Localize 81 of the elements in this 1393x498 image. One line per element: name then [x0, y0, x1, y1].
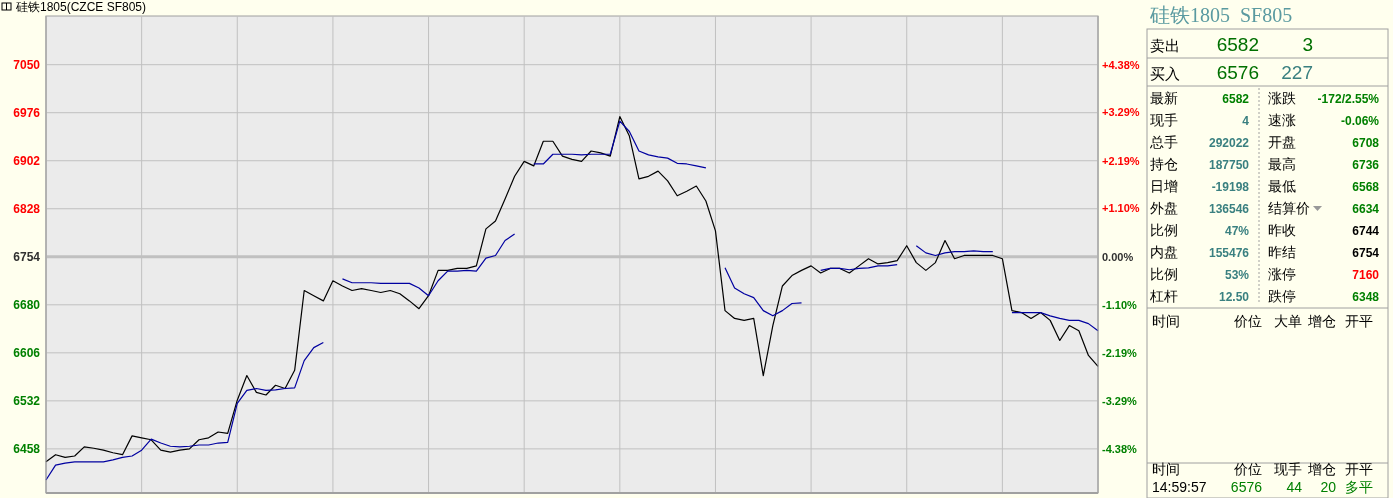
- text: 12.50: [1218, 290, 1250, 304]
- text: 时间: [1152, 461, 1180, 477]
- text: 6582: [1216, 34, 1259, 55]
- text: 227: [1281, 62, 1313, 83]
- text: 时间: [1152, 313, 1180, 329]
- text: 大单: [1274, 313, 1302, 329]
- text: 6736: [1352, 158, 1380, 172]
- text: 292022: [1208, 136, 1250, 150]
- text: 开平: [1345, 313, 1373, 329]
- text: 6744: [1352, 224, 1380, 238]
- text: 开盘: [1268, 134, 1296, 150]
- y2-tick-label: +4.38%: [1102, 58, 1140, 71]
- text: 跌停: [1268, 288, 1296, 304]
- text: 20: [1320, 479, 1337, 495]
- text: 开平: [1345, 461, 1373, 477]
- y-tick-label: 6828: [13, 201, 41, 216]
- y2-tick-label: +2.19%: [1102, 154, 1140, 167]
- y-tick-label: 6680: [13, 298, 41, 312]
- y-tick-label: 6976: [13, 105, 41, 120]
- text: 现手: [1150, 112, 1178, 128]
- text: 增仓: [1307, 461, 1336, 477]
- text: 价位: [1233, 313, 1262, 329]
- y-tick-label: 6458: [13, 442, 41, 457]
- text: 多平: [1345, 479, 1373, 495]
- text: 卖出: [1150, 37, 1180, 54]
- text: 4: [1242, 114, 1250, 128]
- text: 日增: [1150, 178, 1178, 194]
- y2-tick-label: +3.29%: [1102, 106, 1140, 119]
- text: 总手: [1149, 134, 1178, 150]
- y2-tick-label: -3.29%: [1102, 394, 1138, 407]
- text: 速涨: [1268, 112, 1296, 128]
- chart-title: 硅铁1805(CZCE SF805): [15, 0, 147, 14]
- text: 14:59:57: [1152, 479, 1207, 495]
- text: 现手: [1274, 461, 1302, 477]
- text: 昨结: [1268, 244, 1296, 260]
- y-tick-label: 7050: [13, 57, 41, 72]
- text: 硅铁1805 SF805: [1149, 4, 1293, 26]
- text: 外盘: [1150, 200, 1178, 216]
- text: 涨跌: [1268, 90, 1296, 106]
- text: 内盘: [1150, 244, 1178, 260]
- text: 47%: [1224, 224, 1250, 238]
- text: 最新: [1150, 90, 1178, 106]
- text: 6582: [1222, 92, 1250, 106]
- text: 买入: [1150, 65, 1180, 82]
- text: 价位: [1233, 461, 1262, 477]
- y2-tick-label: -4.38%: [1102, 442, 1138, 455]
- text: 比例: [1150, 222, 1178, 238]
- y2-tick-label: -2.19%: [1102, 346, 1138, 359]
- text: 6754: [1352, 246, 1380, 260]
- text: 6348: [1352, 290, 1380, 304]
- y2-tick-label: -1.10%: [1102, 298, 1138, 311]
- text: 6576: [1230, 479, 1263, 495]
- y2-tick-label: +1.10%: [1102, 202, 1140, 215]
- text: -19198: [1211, 180, 1250, 194]
- text: 涨停: [1268, 266, 1296, 282]
- text: 136546: [1208, 202, 1250, 216]
- y2-tick-label: 0.00%: [1102, 250, 1134, 263]
- text: 53%: [1224, 268, 1250, 282]
- y-tick-label: 6902: [13, 153, 41, 168]
- text: 44: [1286, 479, 1303, 495]
- text: 187750: [1208, 158, 1250, 172]
- text: 昨收: [1268, 222, 1296, 238]
- text: 7160: [1352, 268, 1380, 282]
- text: 最高: [1268, 156, 1296, 172]
- text: 结算价: [1268, 200, 1310, 216]
- y-tick-label: 6532: [13, 394, 41, 409]
- text: 持仓: [1150, 156, 1178, 172]
- text: 155476: [1208, 246, 1250, 260]
- text: 6634: [1352, 202, 1380, 216]
- text: 比例: [1150, 266, 1178, 282]
- text: 杠杆: [1149, 288, 1178, 304]
- text: 最低: [1268, 178, 1296, 194]
- text: 6708: [1352, 136, 1380, 150]
- text: 6568: [1352, 180, 1380, 194]
- text: 3: [1302, 34, 1313, 55]
- y-tick-label: 6606: [13, 346, 41, 361]
- text: -0.06%: [1340, 114, 1380, 128]
- text: 6576: [1216, 62, 1259, 83]
- text: -172/2.55%: [1317, 92, 1380, 106]
- y-tick-label: 6754: [13, 249, 41, 264]
- text: 增仓: [1307, 313, 1336, 329]
